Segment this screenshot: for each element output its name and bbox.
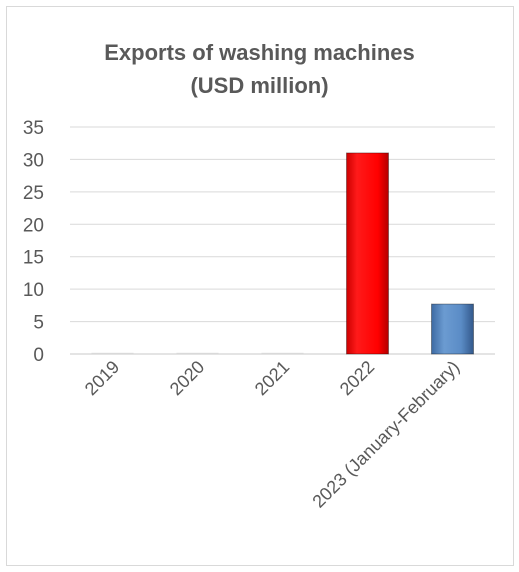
bar-2022 — [346, 152, 389, 355]
y-tick-label: 5 — [33, 313, 44, 334]
y-tick-label: 0 — [33, 345, 44, 366]
y-tick-label: 20 — [23, 215, 44, 236]
y-tick-label: 15 — [23, 248, 44, 269]
x-tick-label: 2022 — [336, 357, 378, 399]
y-tick-label: 25 — [23, 183, 44, 204]
chart-title-line-2: (USD million) — [190, 73, 329, 98]
y-tick-label: 30 — [23, 150, 44, 171]
bar-2019 — [91, 352, 134, 354]
bar-2020 — [176, 352, 219, 354]
chart-title-line-1: Exports of washing machines — [104, 40, 415, 65]
y-axis-tick-labels: 0 5 10 15 20 25 30 35 — [23, 118, 44, 366]
grid-lines — [70, 126, 495, 355]
x-tick-label: 2019 — [81, 357, 123, 399]
x-tick-label: 2021 — [251, 357, 293, 399]
chart-frame — [6, 6, 514, 566]
chart-title: Exports of washing machines (USD million… — [0, 36, 519, 102]
x-tick-label: 2020 — [166, 357, 208, 399]
bar-2021 — [261, 352, 304, 354]
x-tick-label: 2023 (January-February) — [308, 357, 463, 512]
y-tick-label: 10 — [23, 280, 44, 301]
bars — [91, 152, 474, 355]
bar-2023 — [431, 303, 474, 355]
y-tick-label: 35 — [23, 118, 44, 139]
